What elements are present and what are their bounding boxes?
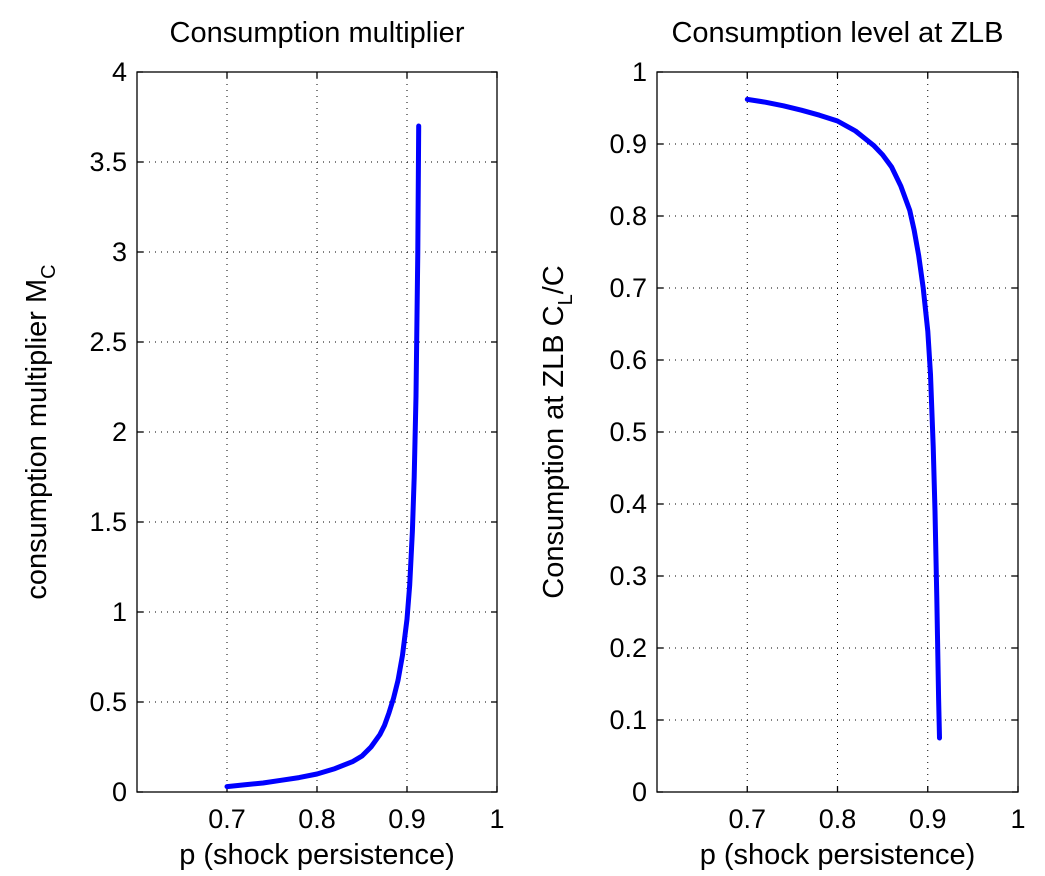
y-tick-label: 0.4 (609, 489, 647, 519)
y-tick-label: 1 (112, 597, 127, 627)
y-tick-label: 2 (112, 417, 127, 447)
series-line (224, 123, 422, 790)
y-tick-label: 3.5 (89, 147, 127, 177)
x-tick-label: 0.9 (388, 804, 426, 834)
left-chart: 0.7 0.8 0.9 1 0 0.5 1 1.5 2 2.5 3 3.5 4 Consumption m… (21, 17, 505, 871)
y-tick-label: 0.2 (609, 633, 647, 663)
y-tick-label: 0.6 (609, 345, 647, 375)
y-tick-label: 0 (632, 777, 647, 807)
y-tick-label: 0 (112, 777, 127, 807)
y-tick-label: 0.5 (89, 687, 127, 717)
x-tick-label: 1 (1010, 804, 1025, 834)
x-tick-label: 0.7 (728, 804, 766, 834)
y-tick-label: 1.5 (89, 507, 127, 537)
x-tick-label: 0.8 (819, 804, 857, 834)
y-axis-label-subscript: C (38, 264, 60, 278)
y-tick-label: 4 (112, 57, 127, 87)
y-axis-label-subscript: L (555, 294, 577, 305)
y-tick-label: 0.8 (609, 201, 647, 231)
y-tick-label: 2.5 (89, 327, 127, 357)
chart-title: Consumption level at ZLB (671, 17, 1003, 49)
y-axis-label-main: Consumption at ZLB C (538, 305, 570, 598)
y-tick-label: 3 (112, 237, 127, 267)
y-tick-label: 0.3 (609, 561, 647, 591)
y-axis-label: Consumption at ZLB CL/C (538, 265, 577, 598)
x-tick-label: 0.7 (208, 804, 246, 834)
y-tick-label: 0.7 (609, 273, 647, 303)
x-tick-label: 1 (489, 804, 504, 834)
y-tick-label: 0.9 (609, 129, 647, 159)
y-tick-label: 1 (632, 57, 647, 87)
x-tick-label: 0.9 (909, 804, 947, 834)
x-tick-label: 0.8 (298, 804, 336, 834)
x-axis-label: p (shock persistence) (179, 839, 455, 871)
x-axis-label: p (shock persistence) (700, 839, 976, 871)
y-tick-label: 0.1 (609, 705, 647, 735)
right-chart: 0.7 0.8 0.9 100.10.20.30.40.50.60.70.80.91C… (538, 17, 1026, 871)
y-tick-label: 0.5 (609, 417, 647, 447)
y-axis-label-suffix: /C (538, 265, 570, 294)
y-axis-label: consumption multiplier MC (21, 264, 60, 599)
chart-title: Consumption multiplier (170, 17, 465, 49)
y-axis-label-main: consumption multiplier M (21, 279, 53, 600)
series-line (744, 96, 942, 741)
